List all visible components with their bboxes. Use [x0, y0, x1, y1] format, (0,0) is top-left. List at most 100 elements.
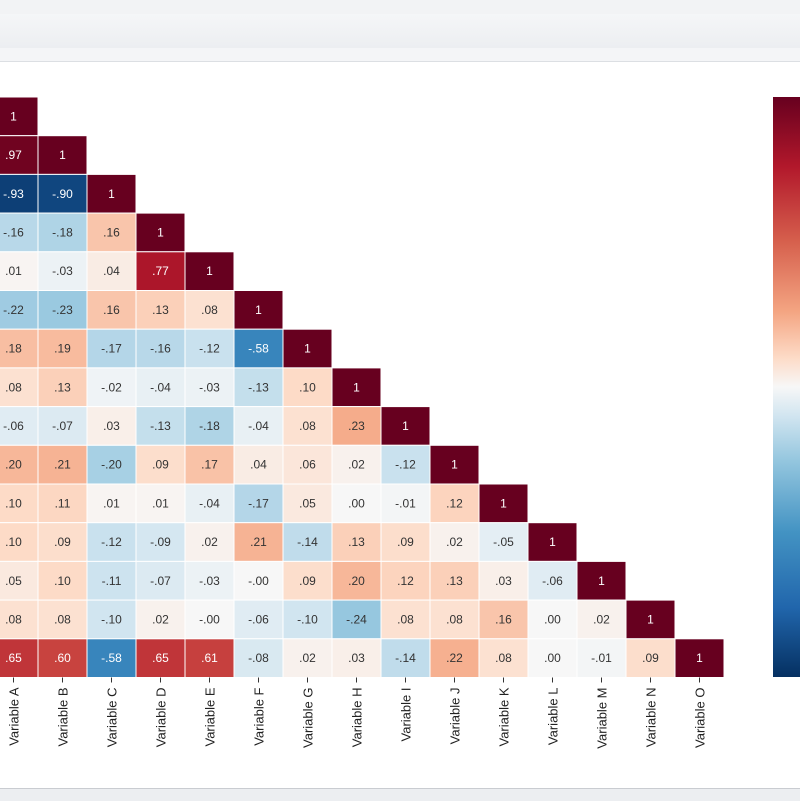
heatmap-cell	[135, 290, 186, 330]
cell-value-label: .08	[5, 380, 22, 394]
cell-value-label: .21	[54, 458, 71, 472]
heatmap-cell	[135, 560, 186, 601]
cell-value-label: .08	[5, 612, 22, 626]
cell-value-label: .65	[152, 651, 169, 665]
heatmap-cell	[37, 522, 88, 562]
window-top-strip	[0, 0, 800, 14]
cell-value-label: .02	[152, 612, 169, 626]
heatmap-cell	[86, 560, 137, 601]
heatmap-cell	[233, 367, 284, 408]
cell-value-label: -.01	[591, 651, 612, 665]
x-tick-label: Variable A	[7, 687, 22, 746]
toolbar-divider	[0, 48, 800, 62]
heatmap-cell	[37, 328, 88, 369]
cell-value-label: 1	[647, 612, 654, 626]
heatmap-cell	[576, 599, 627, 640]
cell-value-label: 1	[549, 535, 556, 549]
cell-value-label: .10	[54, 574, 71, 588]
cell-value-label: -.04	[199, 496, 220, 510]
cell-value-label: .09	[642, 651, 659, 665]
x-tick-label: Variable J	[448, 688, 463, 745]
cell-value-label: -.06	[542, 574, 563, 588]
cell-value-label: -.23	[52, 303, 73, 317]
heatmap-cell	[380, 406, 431, 446]
cell-value-label: -.09	[150, 535, 171, 549]
x-tick-label: Variable D	[154, 688, 169, 748]
cell-value-label: 1	[500, 496, 507, 510]
cell-value-label: 1	[108, 187, 115, 201]
cell-value-label: 1	[304, 342, 311, 356]
cell-value-label: -.00	[248, 574, 269, 588]
cell-value-label: -.04	[248, 419, 269, 433]
cell-value-label: -.20	[101, 458, 122, 472]
cell-value-label: .02	[446, 535, 463, 549]
heatmap-cell	[86, 522, 137, 562]
cell-value-label: 1	[59, 148, 66, 162]
cell-value-label: -.13	[248, 380, 269, 394]
cell-value-label: 1	[353, 380, 360, 394]
cell-value-label: .01	[103, 496, 120, 510]
heatmap-cell	[331, 560, 382, 601]
colorbar	[773, 97, 800, 677]
heatmap-cell	[380, 638, 431, 678]
heatmap-cell	[184, 522, 235, 562]
cell-value-label: .02	[593, 612, 610, 626]
heatmap-cell	[135, 406, 186, 446]
x-tick-label: Variable O	[693, 688, 708, 748]
cell-value-label: .18	[5, 342, 22, 356]
x-tick-label: Variable C	[105, 688, 120, 748]
heatmap-cell	[478, 599, 529, 640]
cell-value-label: -.02	[101, 380, 122, 394]
heatmap-cell	[135, 483, 186, 524]
cell-value-label: .08	[397, 612, 414, 626]
heatmap-cell	[86, 406, 137, 446]
cell-value-label: -.03	[199, 574, 220, 588]
cell-value-label: -.17	[101, 342, 122, 356]
heatmap-cell	[86, 173, 137, 214]
heatmap-cell	[135, 522, 186, 562]
heatmap-cell	[0, 522, 39, 562]
cell-value-label: .17	[201, 458, 218, 472]
cell-value-label: .10	[299, 380, 316, 394]
cell-value-label: 1	[157, 225, 164, 239]
heatmap-cell	[380, 444, 431, 485]
x-tick-label: Variable B	[56, 688, 71, 747]
cell-value-label: .13	[152, 303, 169, 317]
cell-value-label: .02	[348, 458, 365, 472]
cell-value-label: .19	[54, 342, 71, 356]
cell-value-label: .09	[54, 535, 71, 549]
x-tick-label: Variable F	[252, 687, 267, 745]
cell-value-label: .20	[5, 458, 22, 472]
heatmap-cell	[282, 599, 333, 640]
cell-value-label: .01	[152, 496, 169, 510]
cell-value-label: .02	[299, 651, 316, 665]
cell-value-label: -.10	[297, 612, 318, 626]
heatmap-cell	[135, 251, 186, 292]
cell-value-label: .13	[348, 535, 365, 549]
cell-value-label: .03	[103, 419, 120, 433]
cell-value-label: .08	[446, 612, 463, 626]
cell-value-label: 1	[402, 419, 409, 433]
cell-value-label: -.00	[199, 612, 220, 626]
x-tick-label: Variable E	[203, 687, 218, 746]
heatmap-cell	[184, 328, 235, 369]
cell-value-label: .60	[54, 651, 71, 665]
cell-value-label: .23	[348, 419, 365, 433]
heatmap-cell	[0, 173, 39, 214]
cell-value-label: -.10	[101, 612, 122, 626]
cell-value-label: -.13	[150, 419, 171, 433]
x-tick-label: Variable H	[350, 688, 365, 748]
cell-value-label: .10	[5, 535, 22, 549]
cell-value-label: .10	[5, 496, 22, 510]
cell-value-label: .08	[201, 303, 218, 317]
cell-value-label: -.17	[248, 496, 269, 510]
cell-value-label: .01	[5, 264, 22, 278]
cell-value-label: .00	[348, 496, 365, 510]
heatmap-cell	[527, 560, 578, 601]
cell-value-label: .16	[103, 225, 120, 239]
heatmap-cell	[0, 599, 39, 640]
heatmap-cell	[282, 444, 333, 485]
heatmap-cell	[37, 367, 88, 408]
cell-value-label: .08	[495, 651, 512, 665]
